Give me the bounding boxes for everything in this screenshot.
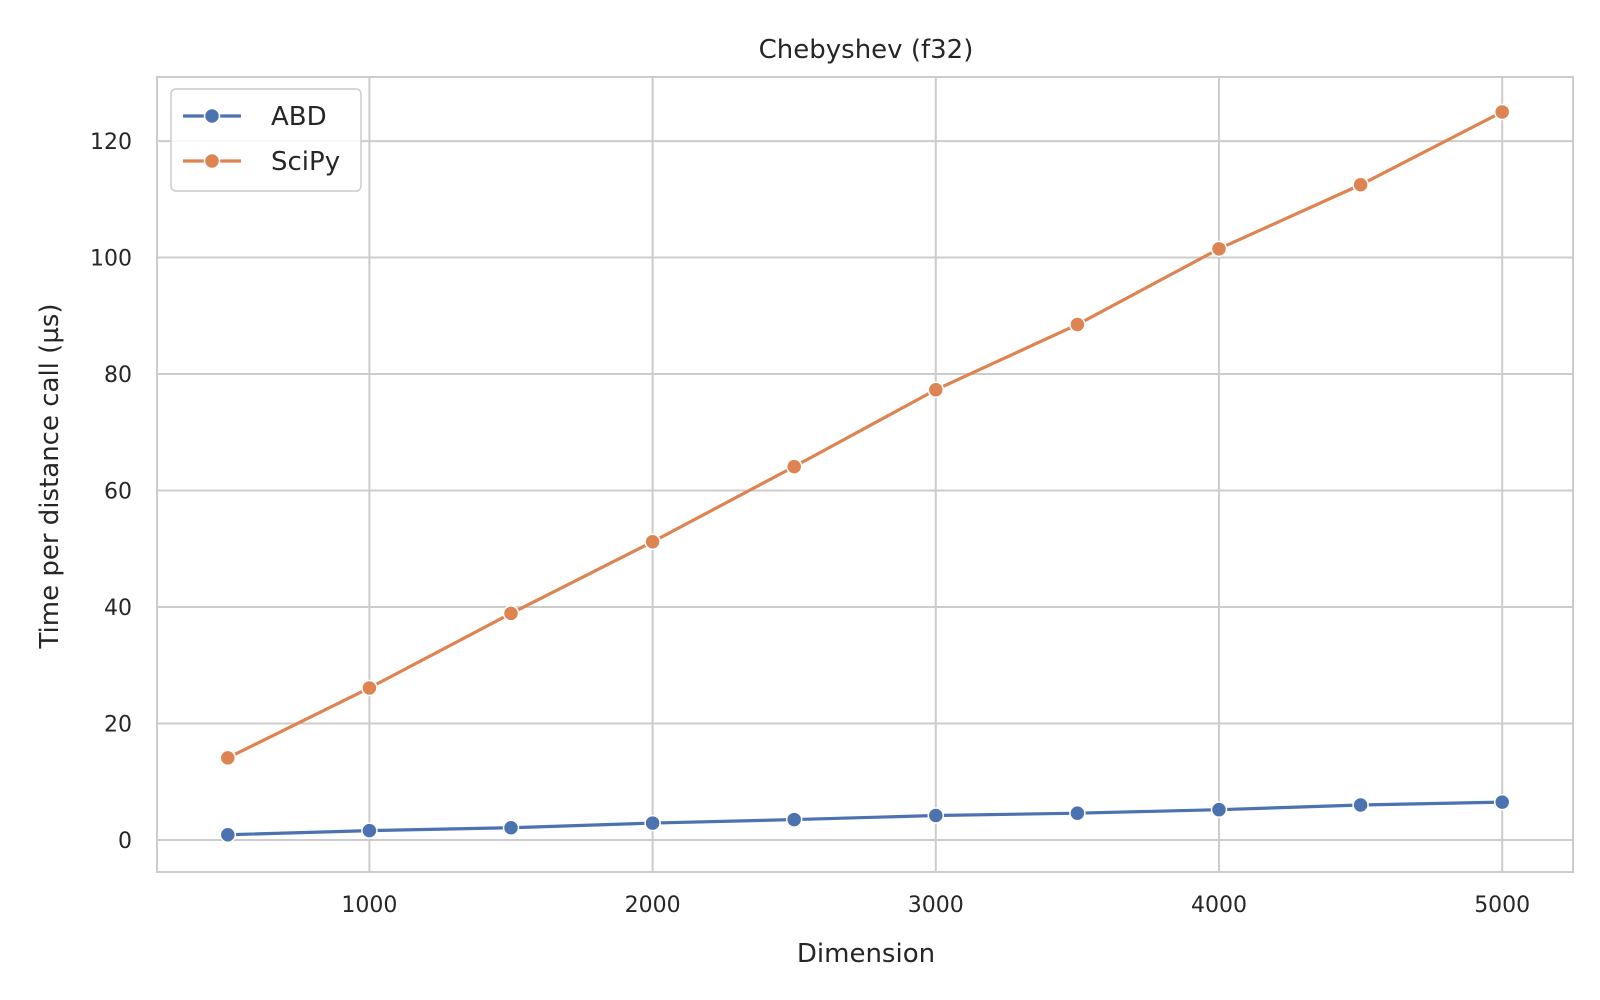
- y-tick-label: 80: [104, 363, 132, 388]
- x-tick-label: 5000: [1474, 893, 1530, 918]
- data-point-scipy: [1210, 240, 1228, 258]
- y-tick-label: 20: [104, 712, 132, 737]
- data-point-scipy: [1352, 176, 1369, 193]
- x-tick-label: 4000: [1191, 893, 1247, 918]
- data-point-abd: [361, 822, 378, 839]
- y-tick-label: 0: [118, 829, 132, 854]
- y-tick-label: 120: [90, 130, 132, 155]
- series-line-abd: [227, 800, 1503, 837]
- y-tick-label: 100: [90, 247, 132, 272]
- data-point-abd: [644, 814, 661, 832]
- data-point-abd: [1069, 804, 1086, 822]
- x-axis-label: Dimension: [797, 939, 935, 969]
- data-point-scipy: [1069, 316, 1086, 333]
- data-point-abd: [219, 826, 237, 843]
- data-point-abd: [785, 811, 803, 828]
- data-point-scipy: [1493, 103, 1511, 121]
- data-point-abd: [927, 807, 945, 824]
- legend-label: ABD: [271, 102, 327, 132]
- data-point-abd: [1210, 801, 1228, 818]
- x-tick-label: 2000: [625, 893, 681, 918]
- series-line-scipy: [227, 110, 1503, 760]
- y-tick-label: 60: [104, 480, 132, 505]
- x-tick-label: 3000: [908, 893, 964, 918]
- data-point-scipy: [644, 533, 661, 551]
- y-tick-label: 40: [104, 596, 132, 621]
- data-point-abd: [1493, 793, 1511, 811]
- data-point-scipy: [785, 458, 803, 475]
- plot-frame: [156, 76, 1574, 873]
- series-group: [219, 103, 1511, 843]
- data-point-scipy: [502, 605, 520, 622]
- data-point-abd: [1352, 796, 1369, 814]
- legend-swatch-marker: [203, 107, 221, 125]
- x-tick-label: 1000: [341, 893, 397, 918]
- data-point-scipy: [927, 381, 945, 399]
- tick-labels: 1000 2000 3000 4000 5000 0 20 40 60 80 100 120: [90, 130, 1530, 918]
- y-axis-label: Time per distance call (µs): [35, 303, 65, 649]
- legend: ABD SciPy: [170, 88, 362, 192]
- chart-title: Chebyshev (f32): [759, 35, 974, 65]
- data-point-abd: [502, 819, 520, 836]
- legend-label: SciPy: [271, 147, 340, 177]
- grid: [157, 77, 1573, 872]
- legend-swatch-marker: [203, 152, 221, 170]
- data-point-scipy: [219, 749, 237, 767]
- data-point-scipy: [361, 679, 378, 697]
